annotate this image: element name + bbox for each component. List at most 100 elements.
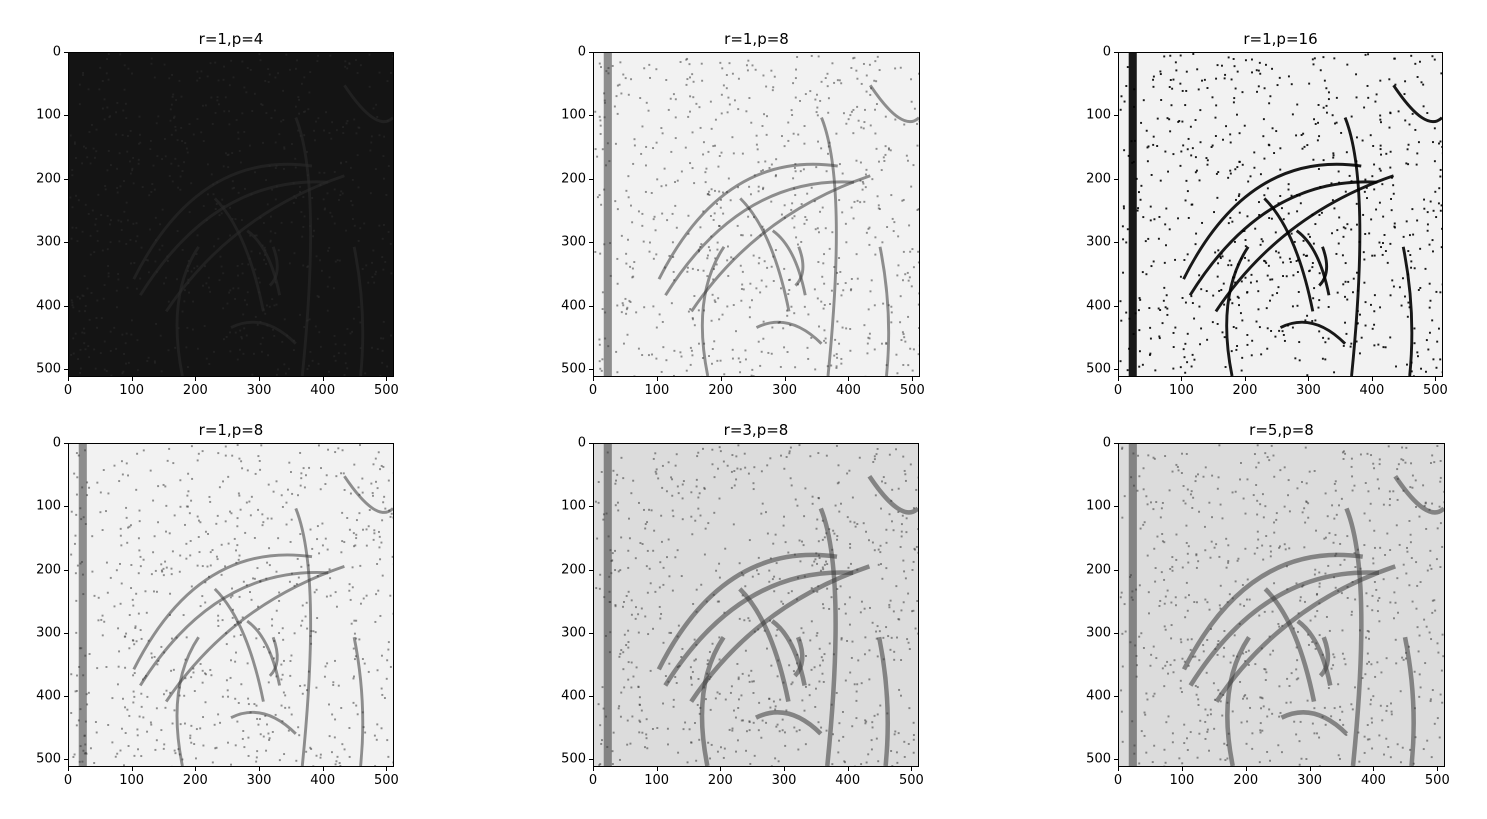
subplot-title: r=1,p=8 <box>724 30 789 48</box>
texture-edge <box>230 710 297 735</box>
x-tick-label: 200 <box>182 383 208 398</box>
subplot-3: r=1,p=16 0 100 200 300 400 500 0 100 200 300 400 500 <box>1086 30 1448 398</box>
x-tick-mark <box>593 767 594 771</box>
texture-edge <box>820 117 838 376</box>
texture-edge <box>867 474 918 515</box>
texture-edge <box>876 636 891 766</box>
texture-band <box>1128 444 1137 766</box>
x-tick-mark <box>1437 767 1439 771</box>
subplot-1: r=1,p=4 0 100 200 300 400 500 0 100 200 300 400 500 <box>36 30 399 398</box>
subplot-5: r=3,p=8 0 100 200 300 400 500 0 100 200 300 400 500 <box>561 421 924 788</box>
texture-edge <box>213 587 265 702</box>
y-tick-label: 500 <box>1086 751 1111 767</box>
x-tick-mark <box>1373 767 1375 771</box>
y-tick-label: 400 <box>36 298 61 314</box>
x-tick-label: 400 <box>836 383 861 398</box>
x-tick-label: 400 <box>310 383 336 398</box>
texture-edge <box>352 636 365 766</box>
x-tick-label: 500 <box>899 383 925 398</box>
y-tick-mark <box>64 52 68 53</box>
y-tick-label: 300 <box>1086 234 1111 250</box>
x-tick-mark <box>322 767 324 771</box>
texture-edge <box>656 552 838 671</box>
texture-edge <box>1401 246 1414 376</box>
y-tick-label: 500 <box>1086 361 1111 377</box>
y-tick-mark <box>589 305 593 307</box>
y-tick-mark <box>589 632 593 634</box>
y-tick-mark <box>589 759 593 761</box>
y-tick-label: 500 <box>561 751 586 767</box>
x-tick-label: 0 <box>63 383 73 398</box>
y-tick-label: 300 <box>1086 625 1111 641</box>
filtered-image <box>69 53 393 376</box>
y-tick-mark <box>1114 115 1118 117</box>
texture-edge <box>878 246 891 376</box>
x-tick-label: 200 <box>707 773 733 788</box>
texture-edge <box>1392 84 1442 124</box>
x-tick-mark <box>1181 377 1183 381</box>
x-tick-label: 100 <box>1169 773 1195 788</box>
image-background <box>594 444 918 766</box>
y-tick-mark <box>589 242 593 244</box>
x-tick-mark <box>1435 377 1437 381</box>
texture-edge <box>1343 117 1362 376</box>
x-tick-label: 200 <box>708 383 734 398</box>
y-tick-label: 400 <box>1086 688 1111 704</box>
x-tick-mark <box>911 767 913 771</box>
x-tick-mark <box>195 377 197 381</box>
x-tick-label: 200 <box>1232 383 1258 398</box>
y-tick-label: 200 <box>1086 562 1111 578</box>
texture-edge <box>268 636 279 677</box>
y-tick-mark <box>64 369 68 371</box>
subplot-title: r=1,p=8 <box>198 421 264 439</box>
image-background <box>594 53 919 376</box>
texture-edge <box>246 229 282 296</box>
subplot-title: r=1,p=4 <box>198 30 264 48</box>
x-tick-label: 300 <box>1297 773 1323 788</box>
y-tick-mark <box>64 759 68 761</box>
image-frame <box>68 52 394 377</box>
x-tick-label: 400 <box>310 773 336 788</box>
x-tick-mark <box>1309 767 1311 771</box>
image-background <box>69 444 393 766</box>
y-tick-mark <box>1114 696 1118 698</box>
y-tick-label: 300 <box>561 234 586 250</box>
filtered-image <box>69 444 393 766</box>
y-tick-label: 200 <box>36 562 61 578</box>
x-tick-mark <box>720 377 722 381</box>
x-tick-label: 100 <box>119 773 145 788</box>
x-tick-mark <box>656 377 658 381</box>
texture-edge <box>175 245 200 376</box>
y-tick-mark <box>589 115 593 117</box>
texture-edge <box>754 710 823 736</box>
y-tick-label: 400 <box>561 688 586 704</box>
image-background <box>1119 53 1442 376</box>
texture-edge <box>1280 710 1349 736</box>
y-tick-mark <box>589 506 593 508</box>
y-tick-mark <box>1114 506 1118 508</box>
y-tick-mark <box>1114 178 1118 180</box>
texture-edge <box>869 84 919 124</box>
x-tick-mark <box>322 377 324 381</box>
texture-edge <box>132 553 313 671</box>
y-tick-label: 200 <box>36 171 61 187</box>
x-tick-label: 100 <box>644 383 670 398</box>
x-tick-mark <box>386 767 388 771</box>
x-tick-label: 100 <box>1169 383 1194 398</box>
x-tick-label: 0 <box>1113 383 1123 398</box>
x-tick-label: 500 <box>1422 383 1448 398</box>
x-tick-mark <box>1181 767 1183 771</box>
x-tick-label: 0 <box>1113 773 1123 788</box>
y-tick-mark <box>589 443 593 444</box>
y-tick-mark <box>589 178 593 180</box>
y-tick-label: 0 <box>1102 44 1111 60</box>
y-tick-label: 100 <box>561 107 586 123</box>
texture-edge <box>690 174 871 313</box>
texture-edge <box>1181 552 1364 671</box>
x-tick-label: 400 <box>835 773 861 788</box>
texture-edge <box>755 320 823 345</box>
x-tick-mark <box>386 377 388 381</box>
texture-edge <box>294 507 313 766</box>
y-tick-mark <box>1114 569 1118 571</box>
y-tick-label: 300 <box>561 625 586 641</box>
